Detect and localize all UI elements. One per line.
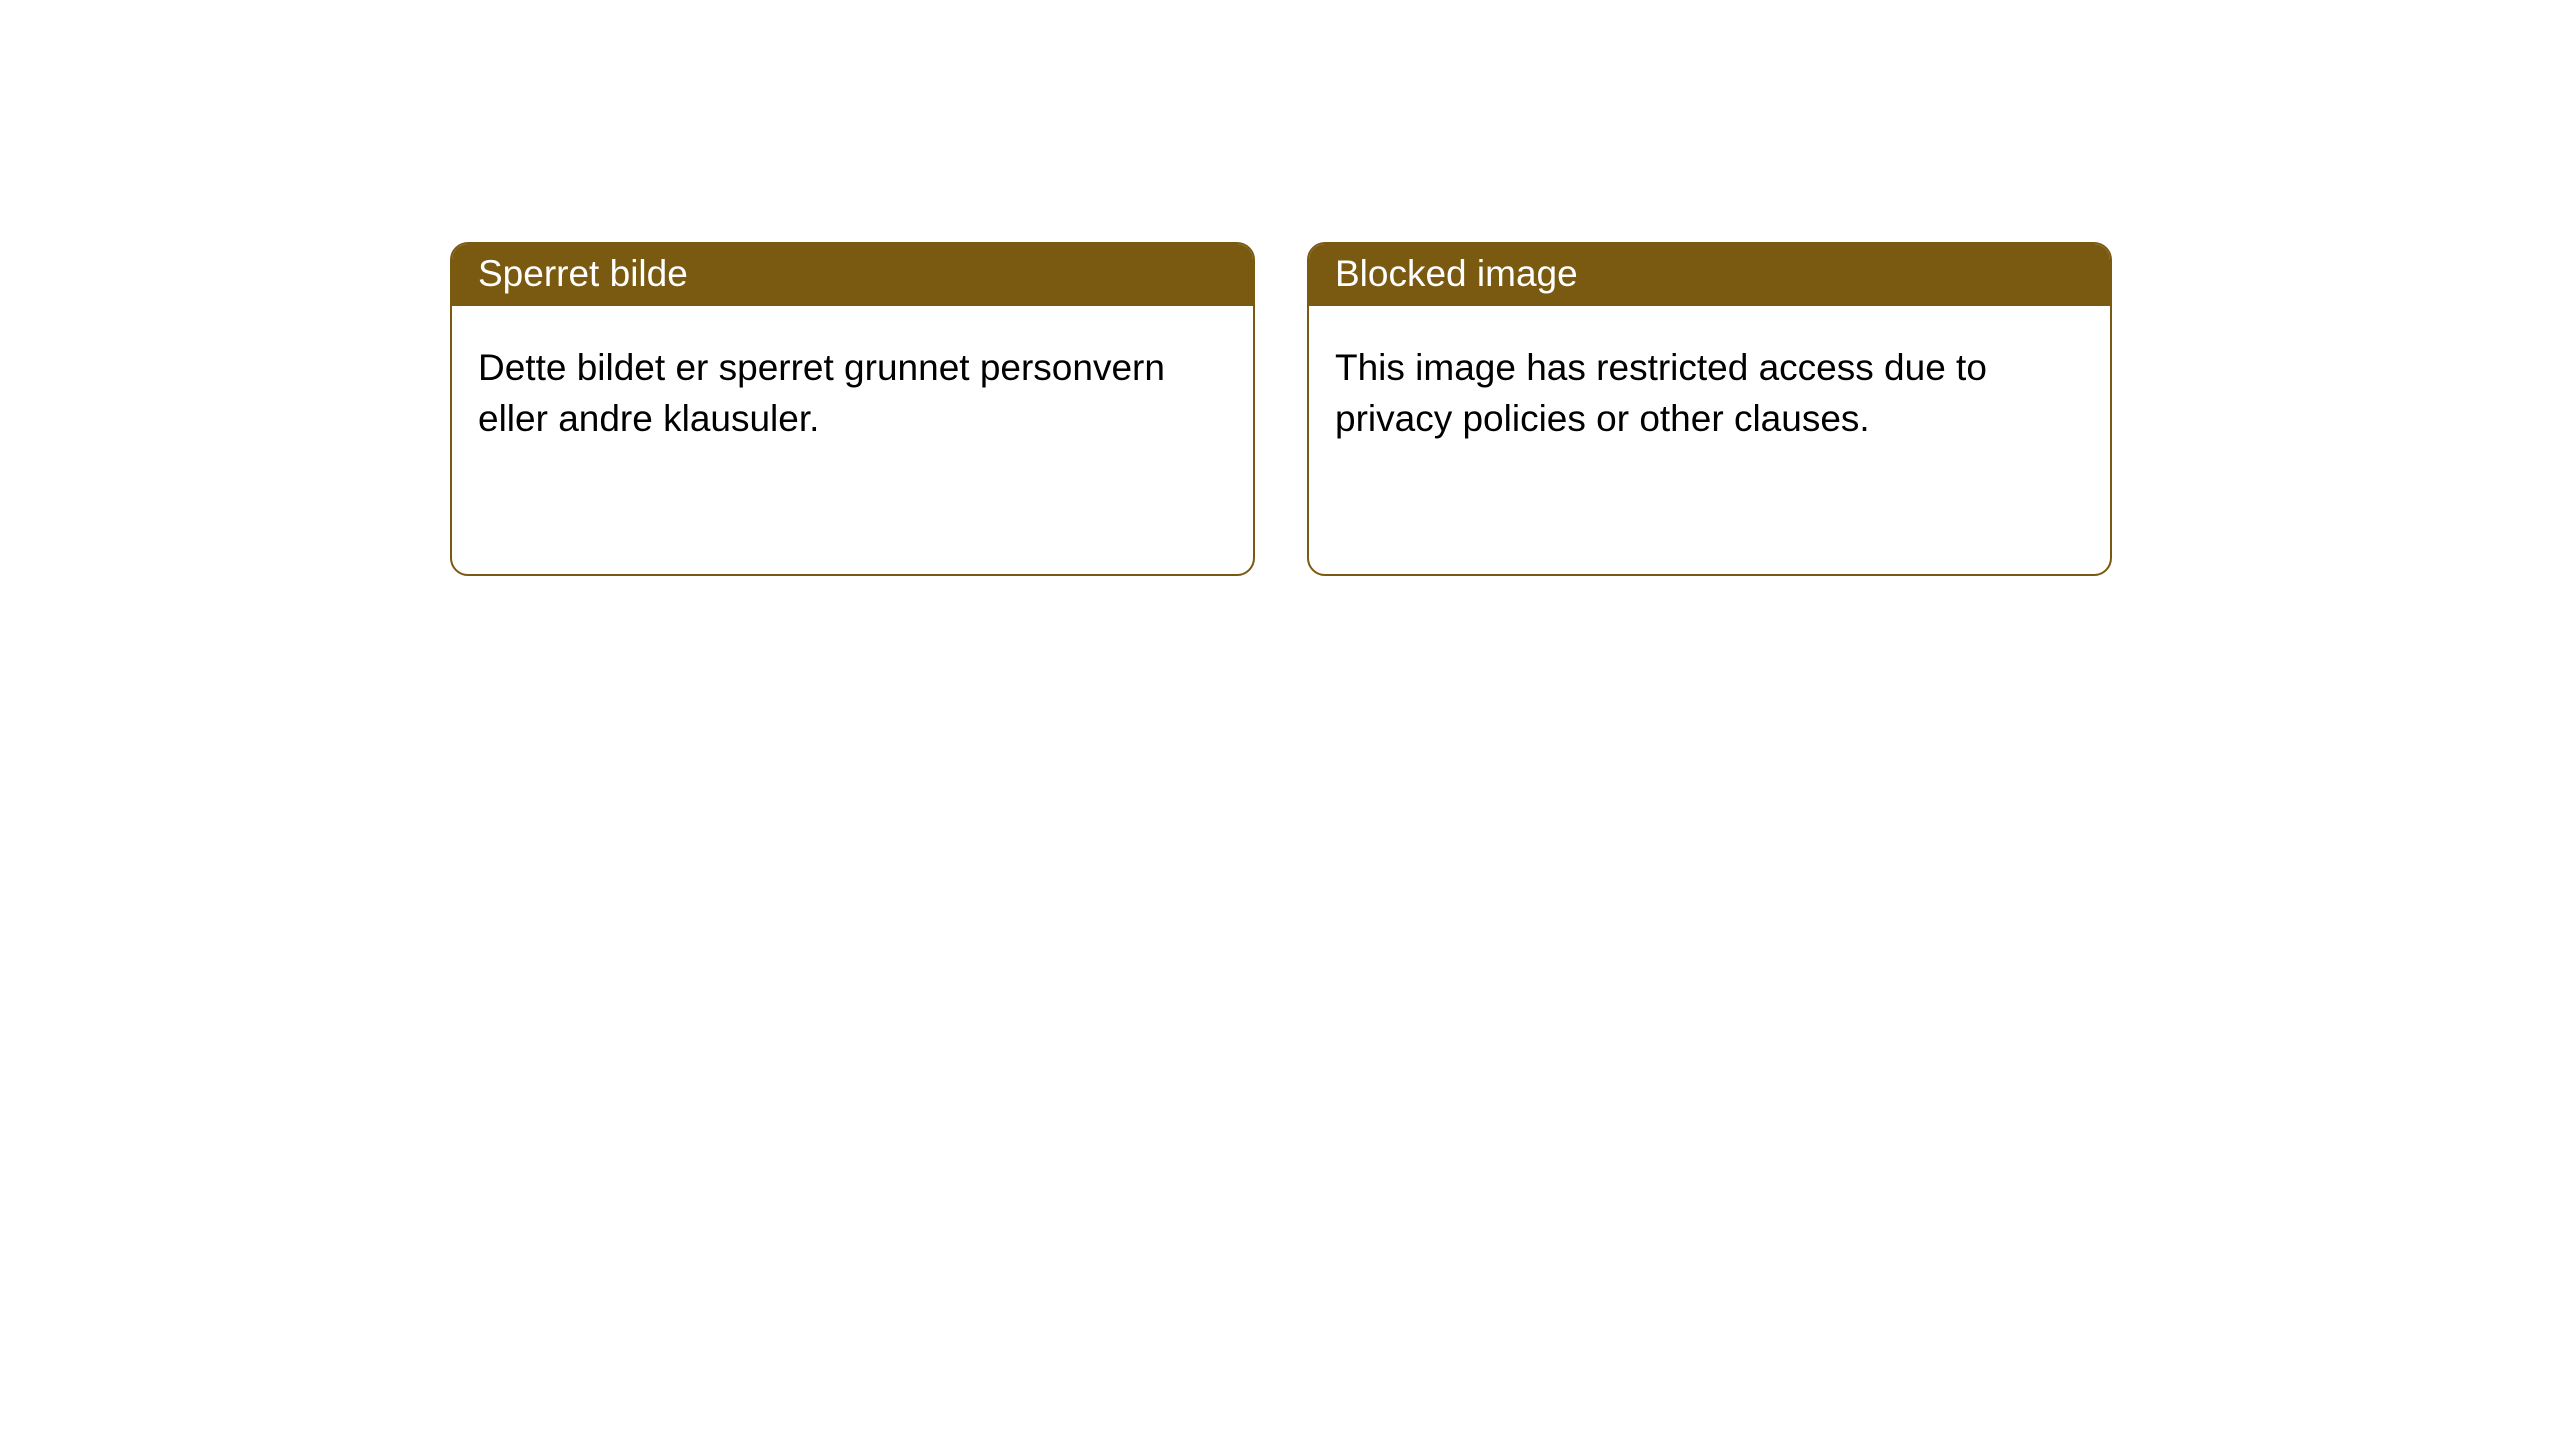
notice-container: Sperret bilde Dette bildet er sperret gr… bbox=[0, 0, 2560, 576]
card-body-norwegian: Dette bildet er sperret grunnet personve… bbox=[452, 306, 1253, 470]
card-header-english: Blocked image bbox=[1309, 244, 2110, 306]
card-body-english: This image has restricted access due to … bbox=[1309, 306, 2110, 470]
card-header-norwegian: Sperret bilde bbox=[452, 244, 1253, 306]
blocked-image-card-english: Blocked image This image has restricted … bbox=[1307, 242, 2112, 576]
blocked-image-card-norwegian: Sperret bilde Dette bildet er sperret gr… bbox=[450, 242, 1255, 576]
